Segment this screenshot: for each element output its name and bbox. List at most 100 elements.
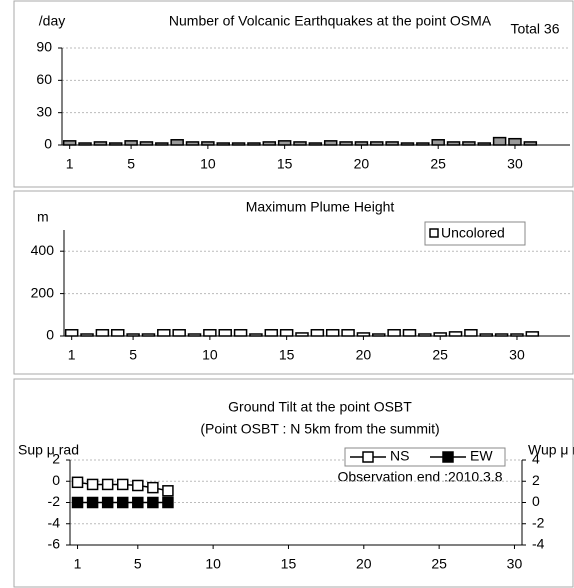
bar [372, 333, 386, 337]
marker [71, 496, 84, 509]
y-tick-label: 30 [36, 103, 52, 119]
marker [86, 496, 99, 509]
marker [162, 496, 174, 509]
legend-marker [362, 451, 374, 463]
bar [262, 141, 277, 146]
y-axis-label: Sup μ rad [18, 442, 79, 458]
marker [101, 478, 114, 491]
legend-label: Uncolored [441, 225, 505, 241]
bar [124, 140, 138, 146]
bar [431, 139, 445, 146]
bar [78, 142, 92, 146]
x-tick-label: 10 [200, 156, 216, 172]
legend-label: EW [470, 448, 493, 464]
bar [247, 142, 261, 146]
y-tick-label: -2 [48, 493, 61, 509]
legend-marker [442, 451, 454, 463]
bar [464, 329, 478, 337]
bar [155, 142, 169, 146]
bar [233, 329, 248, 337]
bar [108, 142, 123, 146]
x-tick-label: 5 [129, 347, 137, 363]
marker [132, 496, 144, 509]
x-tick-label: 10 [202, 347, 218, 363]
marker [116, 496, 129, 509]
bar [172, 329, 186, 337]
bar [187, 333, 202, 337]
bar [139, 141, 154, 146]
bar [249, 333, 263, 337]
bar [295, 332, 309, 337]
bar [402, 329, 417, 337]
y-tick-label: 200 [31, 284, 55, 300]
x-tick-label: 10 [205, 556, 221, 572]
chart-title: Maximum Plume Height [246, 199, 395, 215]
bar [310, 329, 325, 337]
x-tick-label: 1 [74, 556, 82, 572]
x-tick-label: 30 [507, 156, 523, 172]
annotation: Observation end :2010.3.8 [337, 469, 502, 485]
bar [508, 137, 522, 146]
bar [185, 141, 200, 146]
x-tick-label: 15 [277, 156, 293, 172]
marker [132, 479, 144, 492]
bar [416, 142, 430, 146]
marker [147, 496, 159, 509]
x-tick-label: 30 [509, 347, 525, 363]
chart-subtitle: (Point OSBT : N 5km from the summit) [200, 421, 439, 437]
legend-swatch [429, 228, 439, 238]
x-tick-label: 1 [68, 347, 76, 363]
bar [387, 329, 401, 337]
bar [462, 141, 476, 146]
y2-axis-label: Wup μ rad [528, 442, 574, 458]
bar [339, 141, 353, 146]
y2-tick-label: 2 [532, 472, 540, 488]
panel-frame [13, 378, 574, 588]
x-tick-label: 20 [356, 556, 372, 572]
bar [80, 333, 94, 337]
bar [448, 331, 463, 337]
x-tick-label: 20 [356, 347, 372, 363]
y2-tick-label: 0 [532, 493, 540, 509]
x-tick-label: 30 [507, 556, 523, 572]
y-tick-label: -4 [48, 514, 61, 530]
bar [323, 140, 338, 146]
x-tick-label: 25 [430, 156, 446, 172]
x-tick-label: 15 [281, 556, 297, 572]
y-tick-label: 0 [46, 327, 54, 343]
chart-title: Number of Volcanic Earthquakes at the po… [169, 13, 492, 29]
y-tick-label: 60 [36, 71, 52, 87]
bar [157, 329, 171, 337]
bar [64, 329, 79, 337]
x-tick-label: 15 [279, 347, 295, 363]
bar [510, 333, 524, 337]
y-tick-label: -6 [48, 536, 61, 552]
bar [354, 141, 369, 146]
bar [201, 141, 215, 146]
y-axis-label: m [37, 209, 49, 225]
bar [203, 329, 217, 337]
bar [370, 141, 384, 146]
bar [325, 329, 340, 337]
bar [216, 142, 230, 146]
bar [492, 136, 507, 146]
x-tick-label: 25 [432, 347, 448, 363]
bar [110, 329, 125, 337]
bar [525, 331, 540, 337]
bar [356, 332, 371, 337]
legend-label: NS [390, 448, 409, 464]
y-tick-label: 400 [31, 242, 55, 258]
y2-tick-label: 4 [532, 451, 540, 467]
bar [126, 333, 140, 337]
y2-tick-label: -4 [532, 536, 545, 552]
legend-box [424, 221, 526, 246]
x-tick-label: 20 [354, 156, 370, 172]
chart-title: Ground Tilt at the point OSBT [228, 399, 412, 415]
y-tick-label: 2 [52, 451, 60, 467]
annotation: Total 36 [510, 21, 559, 37]
bar [293, 141, 307, 146]
bar [141, 333, 156, 337]
bar [277, 140, 292, 146]
marker [86, 478, 99, 491]
